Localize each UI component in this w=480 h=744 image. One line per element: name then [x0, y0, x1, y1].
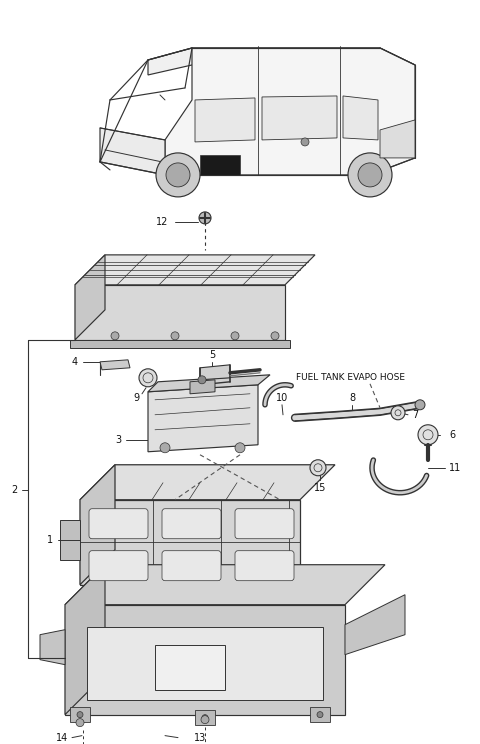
Polygon shape [148, 375, 270, 392]
Polygon shape [65, 565, 105, 715]
Polygon shape [70, 707, 90, 722]
Circle shape [271, 332, 279, 340]
Circle shape [418, 425, 438, 445]
Circle shape [310, 460, 326, 475]
Text: 2: 2 [11, 485, 17, 495]
Text: 7: 7 [412, 410, 418, 420]
Polygon shape [148, 385, 258, 452]
Polygon shape [310, 707, 330, 722]
Polygon shape [100, 128, 165, 175]
Polygon shape [148, 48, 415, 80]
Circle shape [301, 138, 309, 146]
Circle shape [171, 332, 179, 340]
Text: 13: 13 [194, 733, 206, 743]
FancyBboxPatch shape [235, 551, 294, 581]
Circle shape [199, 212, 211, 224]
FancyBboxPatch shape [235, 509, 294, 539]
Polygon shape [75, 285, 285, 340]
Polygon shape [165, 48, 415, 175]
Circle shape [77, 712, 83, 718]
Polygon shape [262, 96, 337, 140]
Polygon shape [343, 96, 378, 140]
Circle shape [415, 400, 425, 410]
Polygon shape [75, 255, 105, 340]
Text: 11: 11 [449, 463, 461, 472]
Polygon shape [65, 565, 385, 605]
FancyBboxPatch shape [162, 509, 221, 539]
Polygon shape [345, 594, 405, 655]
Circle shape [348, 153, 392, 197]
Circle shape [160, 443, 170, 453]
Circle shape [317, 712, 323, 718]
Text: 14: 14 [56, 733, 68, 743]
Polygon shape [100, 360, 130, 370]
Polygon shape [70, 340, 290, 348]
Circle shape [358, 163, 382, 187]
Text: 1: 1 [47, 535, 53, 545]
Text: 10: 10 [276, 393, 288, 403]
Polygon shape [155, 644, 225, 690]
Circle shape [198, 376, 206, 384]
Text: 15: 15 [314, 483, 326, 493]
Text: 8: 8 [349, 393, 355, 403]
Circle shape [166, 163, 190, 187]
FancyBboxPatch shape [89, 551, 148, 581]
Polygon shape [380, 120, 415, 158]
Circle shape [231, 332, 239, 340]
Polygon shape [87, 626, 323, 699]
Circle shape [156, 153, 200, 197]
Text: 5: 5 [209, 350, 215, 360]
Circle shape [76, 719, 84, 727]
Circle shape [202, 715, 208, 721]
FancyBboxPatch shape [89, 509, 148, 539]
Polygon shape [200, 155, 240, 175]
Polygon shape [190, 379, 215, 394]
Polygon shape [200, 365, 230, 379]
Circle shape [201, 716, 209, 724]
Circle shape [111, 332, 119, 340]
Text: 3: 3 [115, 434, 121, 445]
FancyBboxPatch shape [162, 551, 221, 581]
Polygon shape [80, 500, 300, 585]
Polygon shape [60, 520, 80, 559]
Text: 4: 4 [72, 357, 78, 367]
Text: 12: 12 [156, 217, 168, 227]
Circle shape [139, 369, 157, 387]
Text: 6: 6 [449, 430, 455, 440]
Polygon shape [195, 98, 255, 142]
Polygon shape [65, 605, 345, 715]
Polygon shape [40, 629, 65, 664]
Text: FUEL TANK EVAPO HOSE: FUEL TANK EVAPO HOSE [296, 373, 405, 382]
Polygon shape [80, 465, 115, 585]
Polygon shape [80, 465, 335, 500]
Circle shape [235, 443, 245, 453]
Text: 9: 9 [133, 393, 139, 403]
Circle shape [391, 405, 405, 420]
Polygon shape [75, 255, 315, 285]
Polygon shape [195, 710, 215, 725]
